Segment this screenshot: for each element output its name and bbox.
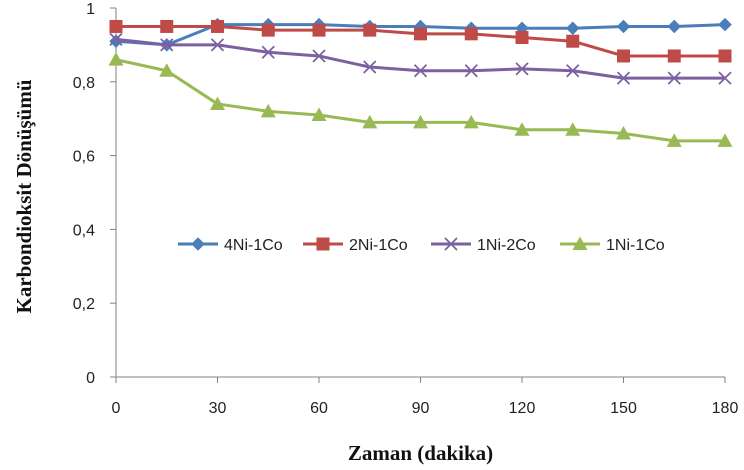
series-line	[115, 37, 725, 80]
chart-axes: 0 30 60 90 120 150 180 0 0,2 0,4 0,6 0,8 1	[73, 1, 739, 417]
data-point	[515, 62, 529, 76]
y-axis-ticks: 0 0,2 0,4 0,6 0,8 1	[73, 1, 116, 387]
legend: 4Ni-1Co 2Ni-1Co 1Ni-2Co 1Ni-1Co	[178, 236, 665, 254]
series-layer	[108, 17, 733, 147]
data-point	[514, 122, 530, 136]
x-tick-label: 30	[209, 400, 227, 417]
data-point	[109, 32, 123, 47]
data-point	[515, 31, 529, 45]
data-point	[616, 19, 631, 34]
data-point	[312, 23, 326, 37]
legend-item: 1Ni-1Co	[560, 236, 665, 254]
data-point	[363, 23, 377, 37]
data-point	[261, 45, 275, 59]
x-axis-ticks: 0 30 60 90 120 150 180	[112, 377, 739, 417]
y-tick-label: 0,2	[73, 296, 95, 313]
data-point	[718, 17, 732, 32]
data-point	[463, 114, 479, 129]
data-point	[160, 38, 174, 52]
y-tick-label: 0,8	[73, 75, 95, 92]
data-point	[667, 49, 681, 63]
data-point	[616, 125, 631, 140]
x-tick-label: 150	[610, 400, 637, 417]
data-point	[108, 52, 124, 66]
data-point	[464, 64, 478, 78]
legend-item: 4Ni-1Co	[178, 237, 283, 254]
data-point	[109, 19, 123, 33]
data-point	[160, 19, 174, 33]
x-tick-label: 90	[412, 400, 430, 417]
data-point	[464, 27, 478, 41]
x-tick-label: 120	[509, 400, 536, 417]
data-point	[211, 19, 224, 33]
y-tick-label: 1	[86, 1, 95, 18]
legend-marker	[444, 237, 458, 251]
x-tick-label: 60	[310, 400, 328, 417]
data-point	[311, 107, 327, 122]
legend-label: 4Ni-1Co	[224, 237, 283, 254]
x-axis-title: Zaman (dakika)	[348, 441, 493, 465]
x-tick-label: 180	[712, 400, 739, 417]
data-point	[565, 122, 581, 136]
legend-marker	[191, 237, 205, 251]
x-tick-label: 0	[112, 400, 121, 417]
data-point	[566, 34, 580, 48]
data-point	[617, 49, 630, 63]
legend-label: 2Ni-1Co	[349, 237, 408, 254]
data-point	[717, 133, 733, 147]
data-point	[565, 21, 580, 36]
data-point	[666, 133, 682, 147]
data-point	[718, 49, 732, 63]
data-point	[362, 114, 378, 129]
y-tick-label: 0,6	[73, 149, 95, 166]
data-point	[667, 71, 681, 85]
data-point	[718, 71, 732, 85]
y-tick-label: 0,4	[73, 222, 95, 239]
data-point	[261, 23, 275, 37]
data-point	[413, 114, 428, 129]
data-point	[159, 63, 175, 77]
data-point	[210, 38, 225, 52]
series-1ni-1co	[108, 52, 733, 147]
legend-item: 1Ni-2Co	[431, 237, 536, 254]
data-point	[667, 19, 682, 34]
data-point	[210, 96, 225, 110]
series-2ni-1co	[109, 19, 732, 63]
data-point	[566, 64, 580, 78]
legend-label: 1Ni-1Co	[606, 237, 665, 254]
data-point	[414, 27, 427, 41]
y-tick-label: 0	[86, 370, 95, 387]
legend-marker	[572, 236, 588, 250]
y-axis-title: Karbondioksit Dönüşümü	[12, 79, 36, 313]
data-point	[363, 60, 377, 74]
legend-label: 1Ni-2Co	[477, 237, 536, 254]
data-point	[312, 49, 326, 63]
legend-marker	[316, 237, 330, 251]
series-1ni-2co	[109, 32, 732, 85]
data-point	[260, 103, 276, 118]
legend-item: 2Ni-1Co	[303, 237, 408, 254]
data-point	[413, 64, 428, 78]
data-point	[616, 71, 631, 85]
